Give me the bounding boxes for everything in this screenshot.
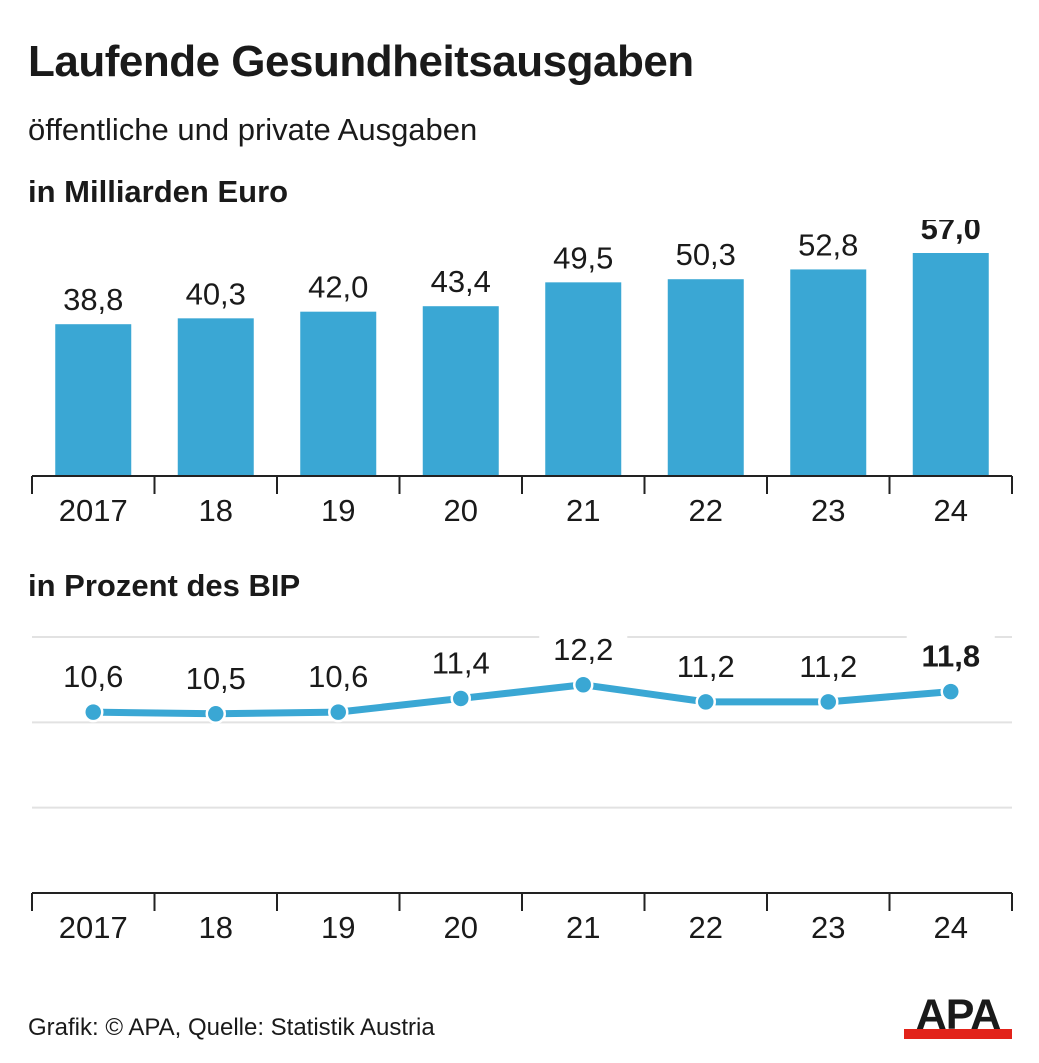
line-chart: 10,6 10,5 10,6 11,4 12,2 11,2 11,2 11,8 2017 18 19… — [31, 624, 1013, 945]
label-background — [661, 641, 750, 680]
bar — [55, 324, 132, 476]
label-background — [906, 631, 995, 670]
bar — [177, 318, 254, 476]
line-value-label: 11,2 — [799, 649, 857, 684]
x-tick-label: 20 — [444, 910, 478, 945]
line-point — [573, 674, 594, 696]
bar — [422, 306, 499, 476]
bar-value-label: 49,5 — [553, 240, 613, 275]
bar-value-label: 57,0 — [921, 220, 981, 246]
x-tick-label: 2017 — [59, 910, 128, 945]
bar-chart-label: in Milliarden Euro — [28, 174, 289, 209]
label-background — [416, 638, 505, 677]
chart-subtitle: öffentliche und private Ausgaben — [28, 112, 478, 147]
bar-value-label: 52,8 — [798, 227, 858, 262]
line-value-label: 11,2 — [677, 649, 735, 684]
source-note: Grafik: © APA, Quelle: Statistik Austria — [28, 1014, 435, 1041]
bar — [790, 269, 867, 476]
line-point — [83, 701, 104, 723]
apa-logo: APA — [904, 993, 1012, 1039]
chart-title: Laufende Gesundheitsausgaben — [28, 37, 694, 86]
line-value-label: 10,5 — [186, 661, 246, 696]
x-tick-label: 18 — [199, 493, 233, 528]
apa-logo-bar — [904, 1029, 1012, 1039]
label-background — [539, 624, 628, 663]
apa-logo-text: APA — [916, 993, 1001, 1039]
x-tick-label: 21 — [566, 493, 600, 528]
label-background — [784, 641, 873, 680]
bar-value-label: 40,3 — [186, 276, 246, 311]
bar-value-label: 50,3 — [676, 237, 736, 272]
label-background — [294, 652, 383, 691]
x-tick-label: 18 — [199, 910, 233, 945]
label-background — [171, 653, 260, 692]
label-background — [49, 652, 138, 691]
x-tick-label: 23 — [811, 493, 845, 528]
line-value-label: 11,8 — [921, 639, 980, 674]
bar-chart: 38,8 40,3 42,0 43,4 49,5 50,3 52,8 57,0 2017 18 19… — [31, 220, 1013, 528]
line-point — [328, 701, 349, 723]
line-point — [940, 681, 961, 702]
x-tick-label: 22 — [689, 910, 723, 945]
x-tick-label: 22 — [689, 493, 723, 528]
x-tick-label: 24 — [934, 493, 968, 528]
line-point — [695, 691, 716, 713]
series-line — [89, 681, 955, 718]
bar-value-label: 38,8 — [63, 282, 123, 317]
bar-value-label: 43,4 — [431, 264, 491, 299]
line-value-label: 11,4 — [432, 645, 490, 680]
bar — [545, 282, 622, 476]
line-point — [450, 688, 471, 709]
x-tick-label: 19 — [321, 910, 355, 945]
line-value-label: 12,2 — [553, 632, 613, 667]
bar-value-label: 42,0 — [308, 270, 368, 305]
x-tick-label: 21 — [566, 910, 600, 945]
x-tick-label: 20 — [444, 493, 478, 528]
line-point — [205, 703, 226, 725]
x-tick-label: 19 — [321, 493, 355, 528]
x-tick-label: 2017 — [59, 493, 128, 528]
line-value-label: 10,6 — [63, 659, 123, 694]
x-tick-label: 24 — [934, 910, 968, 945]
line-point — [818, 691, 839, 713]
bar — [912, 253, 989, 476]
line-value-label: 10,6 — [308, 659, 368, 694]
bar — [667, 279, 744, 476]
line-chart-label: in Prozent des BIP — [28, 568, 301, 603]
x-tick-label: 23 — [811, 910, 845, 945]
bar — [300, 311, 377, 476]
